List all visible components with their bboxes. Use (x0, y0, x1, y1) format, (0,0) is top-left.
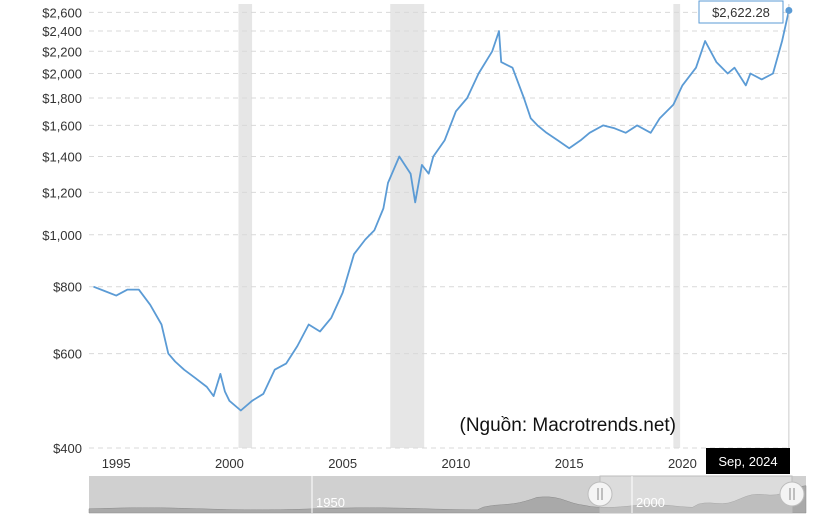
recession-band-2 (673, 4, 681, 448)
gridlines (89, 11, 790, 449)
recession-band-1 (390, 4, 425, 448)
source-annotation: (Nguồn: Macrotrends.net) (460, 415, 677, 436)
y-tick-label-3: $1,000 (42, 228, 82, 243)
last-data-point[interactable] (785, 6, 793, 14)
recession-bands (238, 4, 681, 448)
x-axis-labels: 1995 2000 2005 2010 2015 2020 (102, 456, 697, 471)
x-tick-label-2020: 2020 (668, 456, 697, 471)
y-tick-label-8: $2,000 (42, 66, 82, 81)
y-tick-label-6: $1,600 (42, 118, 82, 133)
navigator-left-handle[interactable] (587, 481, 613, 507)
x-tick-label-2015: 2015 (555, 456, 584, 471)
y-tick-label-0: $400 (53, 441, 82, 456)
y-tick-label-7: $1,800 (42, 91, 82, 106)
y-tick-label-11: $2,600 (42, 5, 82, 20)
navigator-right-handle[interactable] (779, 481, 805, 507)
navigator-label-1950: 1950 (316, 495, 345, 510)
navigator-selection[interactable] (599, 475, 793, 514)
x-tick-label-2010: 2010 (441, 456, 470, 471)
y-tick-label-5: $1,400 (42, 149, 82, 164)
last-value-tooltip: $2,622.28 (698, 0, 784, 24)
x-tick-label-2005: 2005 (328, 456, 357, 471)
x-cursor-date: Sep, 2024 (718, 454, 777, 469)
last-value-label: $2,622.28 (712, 5, 770, 20)
y-tick-label-10: $2,400 (42, 24, 82, 39)
y-axis-labels: $400 $600 $800 $1,000 $1,200 $1,400 $1,600 $1,8… (42, 5, 82, 456)
range-navigator[interactable]: 1950 2000 (88, 475, 807, 514)
x-cursor-tooltip: Sep, 2024 (706, 448, 790, 474)
price-series-line (93, 10, 790, 412)
y-tick-label-9: $2,200 (42, 44, 82, 59)
y-tick-label-2: $800 (53, 280, 82, 295)
x-tick-label-2000: 2000 (215, 456, 244, 471)
y-tick-label-1: $600 (53, 347, 82, 362)
recession-band-0 (238, 4, 253, 448)
navigator-mini-series (88, 485, 807, 514)
navigator-label-2000: 2000 (636, 495, 665, 510)
x-tick-label-1995: 1995 (102, 456, 131, 471)
y-tick-label-4: $1,200 (42, 185, 82, 200)
